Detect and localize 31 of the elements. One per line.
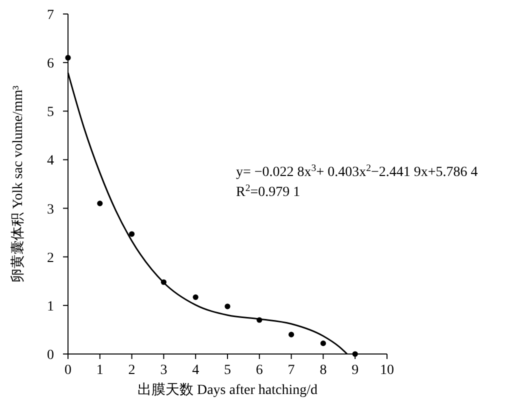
annotation: y= −0.022 8x$^{3}$+ 0.403x$^{2}$−2.441 9x+5.786 4: [236, 162, 478, 180]
y-tick-label: 4: [47, 154, 54, 169]
annotation: R$^{2}$=0.979 1: [236, 182, 300, 200]
x-tick-label: 10: [380, 363, 394, 378]
x-tick-label: 0: [64, 363, 72, 378]
x-tick-label: 3: [160, 363, 168, 378]
y-tick-label: 7: [47, 8, 54, 23]
point: [192, 294, 198, 300]
x-tick-label: 8: [320, 363, 327, 378]
point: [129, 231, 135, 237]
x-tick-label: 7: [288, 363, 295, 378]
y-tick-label: 3: [47, 202, 54, 218]
point: [65, 54, 71, 61]
x-tick-label: 1: [96, 363, 104, 378]
x-tick-label: 4: [192, 363, 200, 378]
point: [352, 351, 358, 357]
y-tick-label: 2: [47, 250, 54, 266]
point: [320, 340, 326, 346]
x-tick-label: 5: [224, 363, 231, 378]
point: [288, 332, 294, 338]
x-axis-title: 出膜天数 Days after hatching/d: [137, 382, 318, 398]
point: [97, 200, 103, 206]
y-tick-label: 6: [47, 56, 54, 72]
x-tick-label: 6: [256, 363, 263, 378]
y-tick-label: 0: [47, 348, 54, 363]
y-tick-label: 5: [47, 105, 54, 120]
x-tick-label: 2: [128, 363, 136, 378]
y-axis-title: 卵黄囊体积 Yolk sac volume/mm³: [10, 86, 26, 282]
x-tick-label: 9: [352, 363, 359, 378]
y-tick-label: 1: [47, 299, 54, 314]
point: [224, 304, 230, 310]
